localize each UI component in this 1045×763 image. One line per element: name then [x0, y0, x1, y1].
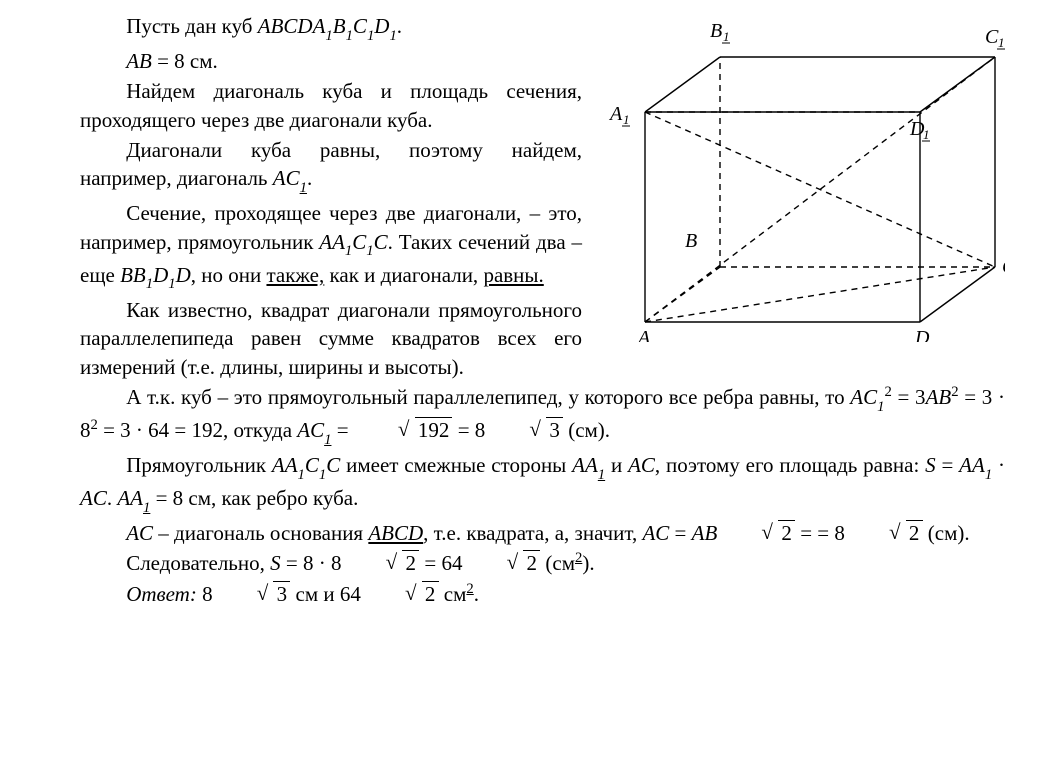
para-10: Следовательно, S = 8 · 82 = 642 (см2).	[80, 549, 1005, 577]
svg-text:C: C	[985, 26, 999, 48]
svg-text:A: A	[608, 103, 623, 125]
para-7: А т.к. куб – это прямоугольный параллеле…	[80, 383, 1005, 449]
svg-text:A: A	[636, 327, 651, 342]
cube-svg: ADCBA1D1C1B1	[590, 12, 1005, 342]
cube-figure: ADCBA1D1C1B1	[590, 12, 1005, 342]
page: ADCBA1D1C1B1 Пусть дан куб ABCDA1B1C1D1.…	[0, 0, 1045, 763]
para-8: Прямоугольник AA1C1C имеет смежные сторо…	[80, 451, 1005, 517]
svg-text:1: 1	[923, 127, 930, 142]
svg-text:D: D	[914, 327, 930, 342]
para-answer: Ответ: 83 см и 642 см2.	[80, 580, 1005, 608]
svg-text:B: B	[685, 230, 697, 252]
svg-text:1: 1	[623, 112, 630, 127]
svg-text:1: 1	[723, 29, 730, 44]
svg-text:C: C	[1002, 256, 1005, 278]
para-9: AC – диагональ основания ABCD, т.е. квад…	[80, 519, 1005, 547]
svg-text:B: B	[710, 20, 722, 42]
content-area: ADCBA1D1C1B1 Пусть дан куб ABCDA1B1C1D1.…	[80, 12, 1005, 608]
svg-text:1: 1	[998, 35, 1005, 50]
